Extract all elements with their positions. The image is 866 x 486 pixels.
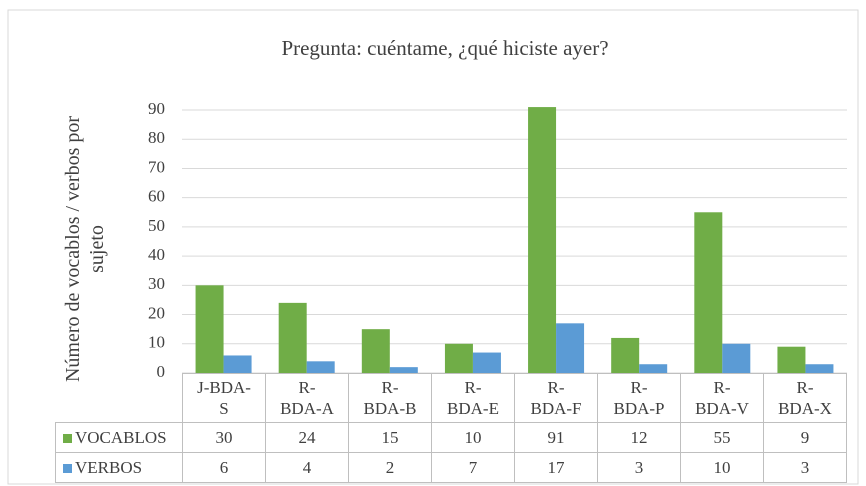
x-tick-label: R-BDA-P: [613, 378, 665, 418]
y-tick-label: 20: [148, 303, 165, 322]
value-cell: 7: [431, 452, 515, 483]
legend-label: VERBOS: [75, 457, 143, 477]
bar: [389, 367, 418, 373]
bar: [444, 343, 473, 373]
y-tick-label: 40: [148, 245, 165, 264]
value-cell: 10: [431, 422, 515, 453]
bar: [306, 361, 335, 373]
y-tick-label: 10: [148, 333, 165, 352]
legend-key: [63, 463, 72, 473]
value-cell: 4: [265, 452, 349, 483]
value-cell: 55: [680, 422, 764, 453]
y-tick-label: 50: [148, 216, 165, 235]
category-cell: R-BDA-X: [763, 373, 847, 423]
y-tick-label: 30: [148, 274, 165, 293]
legend-key: [63, 433, 72, 443]
value-cell: 10: [680, 452, 764, 483]
x-tick-label: R-BDA-E: [447, 378, 499, 418]
y-tick-label: 90: [148, 99, 165, 118]
legend-label: VOCABLOS: [75, 427, 167, 447]
value-cell: 3: [597, 452, 681, 483]
y-tick-label: 80: [148, 128, 165, 147]
bar: [777, 346, 806, 373]
bar: [278, 302, 307, 373]
legend-cell: VOCABLOS: [55, 422, 183, 453]
table-header-row: J-BDA-S R-BDA-A R-BDA-B R-BDA-E R-BDA-F R-BDA…: [55, 373, 847, 423]
bar: [639, 364, 668, 373]
value-cell: 24: [265, 422, 349, 453]
y-tick-label: 0: [157, 362, 166, 381]
category-cell: R-BDA-F: [514, 373, 598, 423]
value-cell: 30: [182, 422, 266, 453]
y-axis-title: Número de vocablos / verbos por sujeto: [62, 115, 108, 383]
bar: [611, 337, 640, 373]
value-cell: 3: [763, 452, 847, 483]
x-tick-label: J-BDA-S: [197, 378, 251, 418]
bar: [528, 107, 557, 374]
x-tick-label: R-BDA-B: [363, 378, 417, 418]
x-tick-label: R-BDA-V: [695, 378, 749, 418]
x-tick-label: R-BDA-A: [280, 378, 334, 418]
bar: [195, 285, 224, 373]
bar: [361, 329, 390, 373]
value-cell: 17: [514, 452, 598, 483]
x-tick-label: R-BDA-X: [778, 378, 832, 418]
chart-border: [7, 9, 859, 485]
table-row: VOCABLOS 30 24 15 10 91 12 55 9: [55, 422, 847, 453]
category-cell: R-BDA-B: [348, 373, 432, 423]
category-cell: J-BDA-S: [182, 373, 266, 423]
bar: [556, 323, 585, 373]
category-cell: R-BDA-V: [680, 373, 764, 423]
category-cell: R-BDA-P: [597, 373, 681, 423]
value-cell: 91: [514, 422, 598, 453]
bar: [722, 343, 751, 373]
data-table: J-BDA-S R-BDA-A R-BDA-B R-BDA-E R-BDA-F R-BDA…: [55, 373, 847, 483]
y-tick-label: 70: [148, 157, 165, 176]
y-tick-label: 60: [148, 187, 165, 206]
table-row: VERBOS 6 4 2 7 17 3 10 3: [55, 452, 847, 483]
category-cell: R-BDA-A: [265, 373, 349, 423]
bar: [472, 352, 501, 373]
table-corner: [55, 373, 183, 423]
value-cell: 9: [763, 422, 847, 453]
bar: [694, 212, 723, 373]
value-cell: 15: [348, 422, 432, 453]
bar: [223, 355, 252, 373]
value-cell: 2: [348, 452, 432, 483]
value-cell: 12: [597, 422, 681, 453]
value-cell: 6: [182, 452, 266, 483]
x-tick-label: R-BDA-F: [530, 378, 582, 418]
chart-title: Pregunta: cuéntame, ¿qué hiciste ayer?: [281, 36, 608, 60]
category-cell: R-BDA-E: [431, 373, 515, 423]
legend-cell: VERBOS: [55, 452, 183, 483]
bar: [805, 364, 834, 373]
